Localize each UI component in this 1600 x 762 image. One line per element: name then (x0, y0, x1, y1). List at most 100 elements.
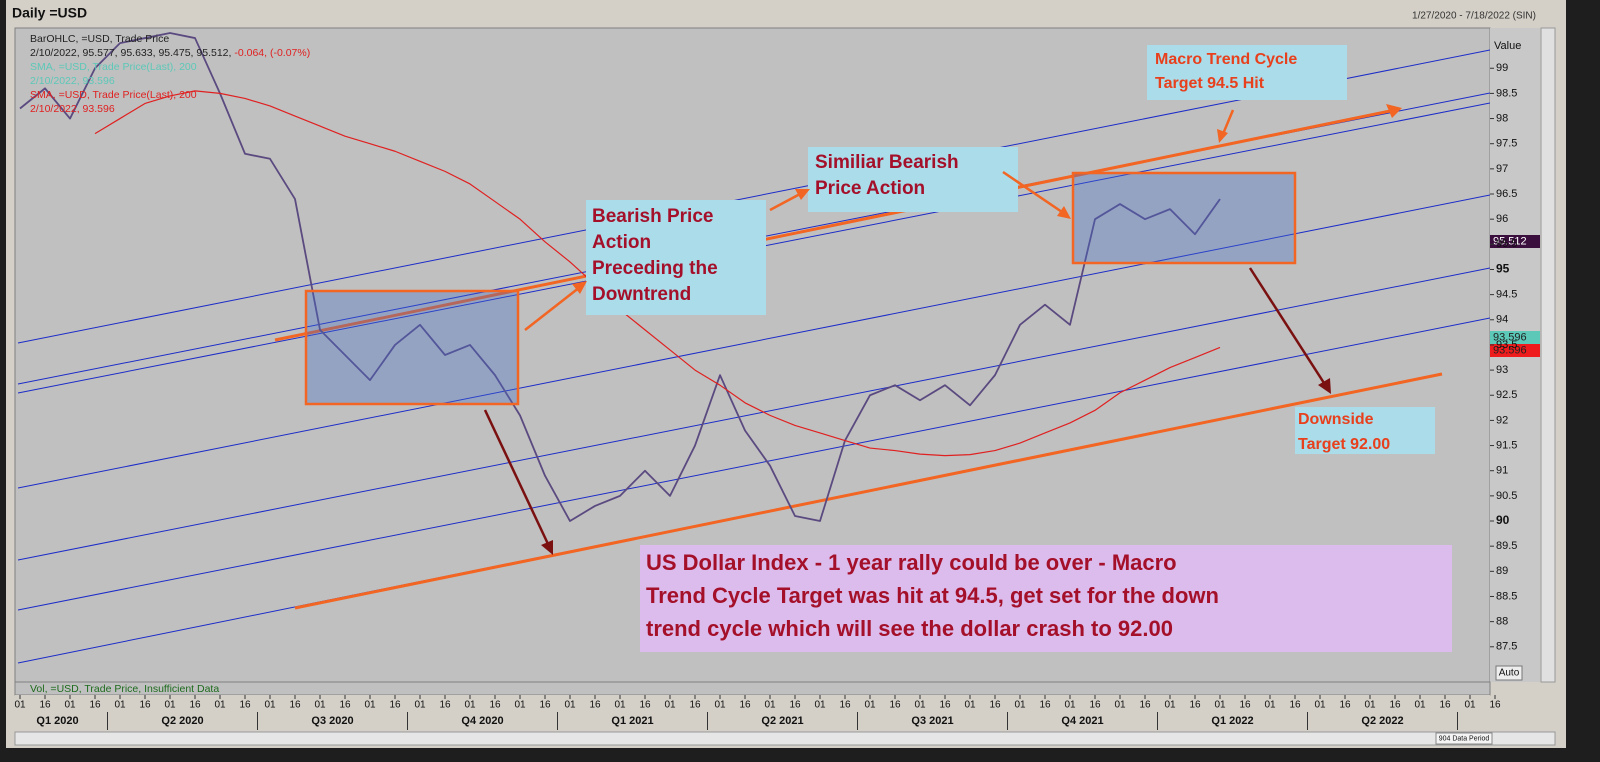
x-tick-label: 01 (414, 700, 426, 711)
legend-change: -0.064, (-0.07%) (234, 47, 310, 59)
highlight-box (1071, 171, 1297, 265)
auto-button[interactable] (1495, 665, 1523, 681)
arrow (769, 192, 801, 212)
x-tick-label: 01 (164, 700, 176, 711)
arrowhead (1057, 206, 1071, 219)
price-label: 93.596 (1493, 344, 1527, 356)
arrow (524, 286, 581, 331)
annotation: Preceding the (592, 258, 718, 279)
y-tick-label: 93 (1496, 364, 1508, 376)
x-tick-label: 16 (239, 700, 251, 711)
auto-button-label: Auto (1499, 668, 1520, 679)
y-tick-label: 89 (1496, 565, 1508, 577)
x-tick-label: 01 (614, 700, 626, 711)
quarter-label: Q3 2020 (311, 715, 353, 727)
arrow (1002, 170, 1063, 214)
quarter-label: Q2 2022 (1361, 715, 1403, 727)
callout-box (1295, 407, 1435, 454)
x-tick-label: 01 (1114, 700, 1126, 711)
x-tick-label: 16 (539, 700, 551, 711)
highlight-box (304, 289, 520, 406)
summary-text: trend cycle which will see the dollar cr… (646, 616, 1173, 641)
data-period-button[interactable] (1435, 732, 1493, 745)
x-tick-label: 01 (314, 700, 326, 711)
y-tick-label: 99 (1496, 62, 1508, 74)
annotation: Target 92.00 (1298, 436, 1390, 453)
y-tick-label: 88 (1496, 616, 1508, 628)
annotation: Similiar Bearish (815, 152, 959, 173)
arrowhead (1217, 129, 1228, 143)
x-tick-label: 16 (1339, 700, 1351, 711)
series-layer (19, 32, 1221, 522)
price-label-bg (1490, 344, 1540, 357)
quarter-label: Q1 2020 (36, 715, 78, 727)
price-label: 95.512 (1493, 235, 1527, 247)
arrow (1248, 267, 1326, 384)
arrowhead (1386, 104, 1402, 118)
annotation: Bearish Price (592, 206, 713, 227)
y-tick-label: 90.5 (1496, 490, 1517, 502)
quarter-label: Q3 2021 (911, 715, 953, 727)
y-tick-label: 96 (1496, 213, 1508, 225)
x-tick-label: 01 (714, 700, 726, 711)
x-tick-label: 01 (514, 700, 526, 711)
legend-values: 2/10/2022, 95.577, 95.633, 95.475, 95.51… (30, 47, 231, 59)
x-tick-label: 01 (964, 700, 976, 711)
scrollbar-horizontal[interactable] (14, 731, 1556, 746)
annotation: Price Action (815, 178, 925, 199)
x-tick-label: 01 (14, 700, 26, 711)
legend-entry: SMA, =USD, Trade Price(Last), 200 (30, 89, 197, 101)
y-tick-label: 91 (1496, 465, 1508, 477)
x-tick-label: 01 (564, 700, 576, 711)
x-tick-label: 01 (1314, 700, 1326, 711)
channel-line (17, 267, 1490, 561)
y-tick-label: 93.5 (1496, 339, 1517, 351)
legend-detail: 2/10/2022, 93.596 (30, 75, 115, 87)
arrowhead (1318, 378, 1331, 394)
quarter-label: Q4 2020 (461, 715, 503, 727)
chart-title: Daily =USD (12, 5, 87, 21)
x-tick-label: 01 (864, 700, 876, 711)
legend-detail: 2/10/2022, 95.577, 95.633, 95.475, 95.51… (30, 47, 310, 59)
channel-line (17, 317, 1490, 611)
callout-box (586, 200, 766, 315)
quarter-label: Q1 2021 (611, 715, 653, 727)
x-tick-label: 16 (1489, 700, 1501, 711)
x-tick-label: 01 (1414, 700, 1426, 711)
sma-line (94, 90, 1221, 457)
x-tick-label: 16 (1389, 700, 1401, 711)
x-tick-label: 16 (889, 700, 901, 711)
x-tick-label: 01 (1214, 700, 1226, 711)
volume-pane (14, 681, 1491, 696)
y-tick-label: 95 (1496, 262, 1510, 276)
annotation: Downtrend (592, 284, 691, 305)
arrow (1221, 109, 1235, 135)
y-tick-label: 97.5 (1496, 138, 1517, 150)
x-tick-label: 01 (264, 700, 276, 711)
x-tick-label: 16 (1089, 700, 1101, 711)
arrowhead (795, 189, 810, 200)
x-tick-label: 01 (464, 700, 476, 711)
x-tick-label: 01 (64, 700, 76, 711)
x-tick-label: 16 (789, 700, 801, 711)
data-period-label: 904 Data Period (1439, 735, 1490, 742)
callout-box (808, 147, 1018, 212)
y-tick-label: 92 (1496, 414, 1508, 426)
y-tick-label: 90 (1496, 513, 1510, 527)
x-tick-label: 01 (364, 700, 376, 711)
summary-box (640, 545, 1452, 652)
y-tick-label: 97 (1496, 163, 1508, 175)
x-tick-label: 01 (1464, 700, 1476, 711)
y-tick-label: 92.5 (1496, 389, 1517, 401)
scrollbar-vertical[interactable] (1540, 27, 1556, 683)
trend-line (274, 108, 1396, 342)
x-tick-label: 16 (639, 700, 651, 711)
x-tick-label: 16 (439, 700, 451, 711)
x-tick-label: 16 (989, 700, 1001, 711)
legend-entry: BarOHLC, =USD, Trade Price (30, 33, 169, 45)
callout-box (1147, 45, 1347, 100)
x-tick-label: 16 (1239, 700, 1251, 711)
x-tick-label: 16 (839, 700, 851, 711)
y-axis-label: Value (1494, 40, 1521, 52)
